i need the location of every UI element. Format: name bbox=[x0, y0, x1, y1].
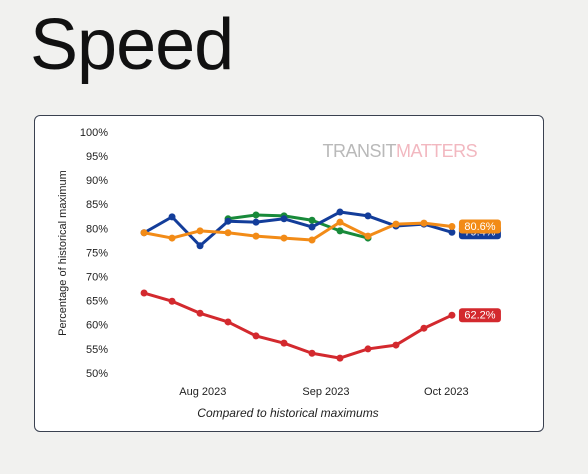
x-axis-title: Compared to historical maximums bbox=[197, 406, 378, 420]
y-tick-label: 70% bbox=[86, 272, 108, 284]
point bbox=[308, 223, 316, 231]
point bbox=[420, 219, 428, 227]
point bbox=[224, 229, 232, 237]
y-tick-label: 50% bbox=[86, 368, 108, 380]
point bbox=[140, 229, 148, 237]
point bbox=[280, 234, 288, 242]
point bbox=[308, 349, 316, 357]
x-tick-label: Oct 2023 bbox=[424, 386, 469, 398]
y-tick-label: 60% bbox=[86, 320, 108, 332]
point bbox=[336, 218, 344, 226]
point bbox=[280, 215, 288, 223]
point bbox=[448, 228, 456, 236]
point bbox=[448, 311, 456, 319]
y-tick-label: 95% bbox=[86, 151, 108, 163]
y-tick-label: 90% bbox=[86, 175, 108, 187]
y-tick-label: 55% bbox=[86, 344, 108, 356]
point bbox=[224, 217, 232, 225]
point bbox=[336, 208, 344, 216]
point bbox=[280, 339, 288, 347]
point bbox=[336, 227, 344, 235]
value-label-bg bbox=[458, 219, 501, 234]
point bbox=[336, 354, 344, 362]
point bbox=[252, 211, 260, 219]
series-line bbox=[143, 291, 453, 360]
y-tick-label: 80% bbox=[86, 223, 108, 235]
point bbox=[196, 242, 204, 250]
point bbox=[364, 212, 372, 220]
point bbox=[168, 234, 176, 242]
point bbox=[448, 223, 456, 231]
point bbox=[196, 309, 204, 317]
point bbox=[168, 297, 176, 305]
point bbox=[252, 218, 260, 226]
point bbox=[224, 318, 232, 326]
value-label: 62.2% bbox=[464, 310, 495, 322]
point bbox=[168, 213, 176, 221]
point bbox=[196, 227, 204, 235]
x-tick-label: Sep 2023 bbox=[302, 386, 349, 398]
watermark: TRANSIT bbox=[322, 141, 396, 161]
point bbox=[392, 341, 400, 349]
y-tick-label: 100% bbox=[80, 127, 108, 139]
y-axis-title: Percentage of historical maximum bbox=[57, 170, 69, 336]
x-tick-label: Aug 2023 bbox=[179, 386, 226, 398]
point bbox=[308, 236, 316, 244]
y-tick-label: 75% bbox=[86, 247, 108, 259]
point bbox=[252, 332, 260, 340]
series-line bbox=[227, 213, 369, 240]
point bbox=[392, 220, 400, 228]
watermark: MATTERS bbox=[396, 141, 478, 161]
page-title: Speed bbox=[30, 5, 234, 85]
point bbox=[364, 345, 372, 353]
point bbox=[420, 324, 428, 332]
value-label: 80.6% bbox=[464, 221, 495, 233]
point bbox=[252, 232, 260, 240]
y-tick-label: 65% bbox=[86, 296, 108, 308]
chart-card bbox=[34, 115, 544, 432]
point bbox=[308, 216, 316, 224]
series-line bbox=[143, 220, 453, 242]
point bbox=[364, 232, 372, 240]
point bbox=[140, 289, 148, 297]
series-line bbox=[143, 210, 453, 248]
y-tick-label: 85% bbox=[86, 199, 108, 211]
value-label-bg bbox=[458, 308, 501, 323]
